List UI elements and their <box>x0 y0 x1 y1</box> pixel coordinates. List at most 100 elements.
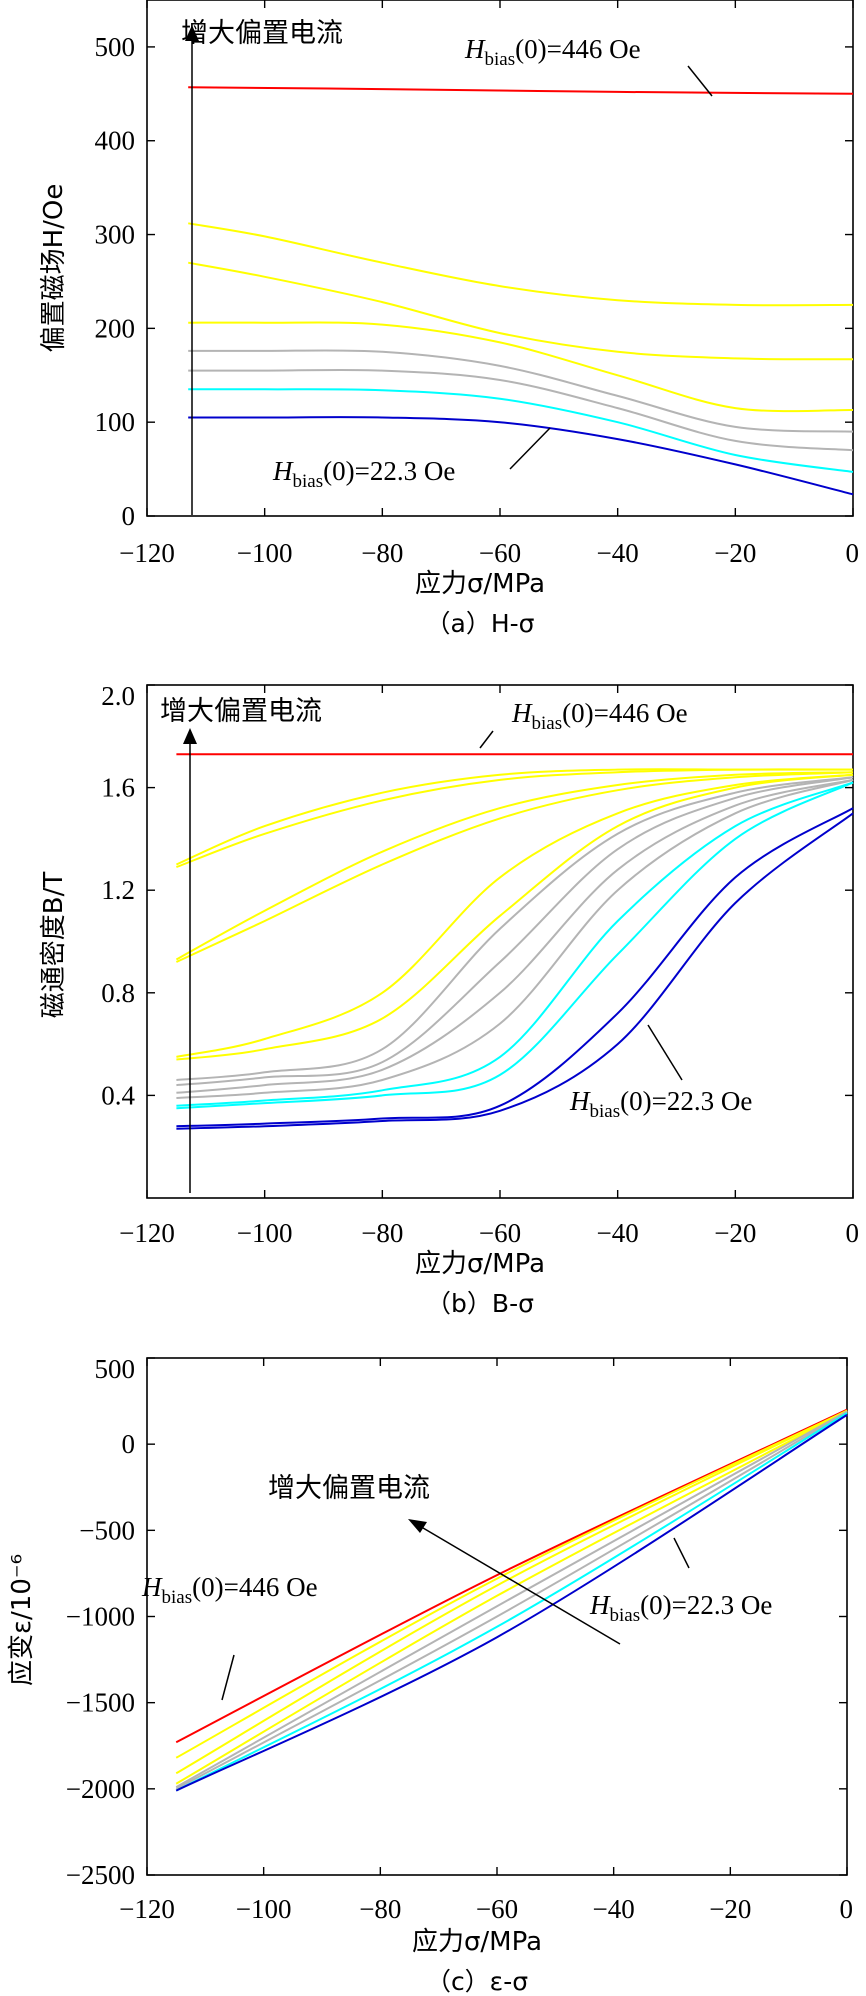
y-tick-label: 500 <box>95 32 136 62</box>
y-tick-label: −2500 <box>66 1860 135 1890</box>
y-tick-label: 2.0 <box>101 681 135 711</box>
label-high-leader <box>221 1654 235 1701</box>
x-tick-label: −120 <box>119 538 175 568</box>
label-low-leader <box>647 1024 683 1081</box>
label-low-bias: Hbias(0)=22.3 Oe <box>272 456 455 492</box>
plot-frame <box>146 0 854 517</box>
x-tick-label: −40 <box>593 1894 635 1924</box>
chart-panel-3: −120 −100 −80 −60 −40 −20 0 500 0 −500 −1000 −1500 −… <box>7 1354 853 1996</box>
x-tick-label: 0 <box>840 1894 854 1924</box>
label-low-bias: Hbias(0)=22.3 Oe <box>569 1086 752 1122</box>
y-axis-title: 磁通密度B/T <box>39 872 69 1019</box>
series-line-5 <box>175 771 854 963</box>
series-line-5 <box>175 1410 848 1788</box>
series-line-7 <box>175 1412 848 1792</box>
x-tick-label: −20 <box>714 1218 756 1248</box>
y-tick-label: 500 <box>95 1354 136 1384</box>
chart-panel-2: −120 −100 −80 −60 −40 −20 0 0.4 0.8 1.2 1.6 2.0 增大偏置… <box>39 681 859 1318</box>
series-line-6 <box>176 773 854 1058</box>
plot-frame <box>146 684 854 1199</box>
x-axis-title: 应力σ/MPa <box>412 1927 542 1957</box>
series-line-11 <box>176 778 854 1099</box>
y-tick-label: 0.4 <box>101 1080 135 1110</box>
label-high-leader <box>687 65 713 97</box>
series-line-3 <box>175 1409 848 1775</box>
label-low-bias: Hbias(0)=22.3 Oe <box>589 1590 772 1626</box>
y-tick-label: 1.6 <box>101 773 135 803</box>
x-tick-label: −60 <box>479 1218 521 1248</box>
label-high-bias: Hbias(0)=446 Oe <box>511 698 688 734</box>
x-tick-label: −40 <box>597 538 639 568</box>
y-axis-title: 应变ε/10⁻⁶ <box>7 1554 37 1686</box>
series-line-1 <box>175 1408 848 1744</box>
series-line-14 <box>176 807 854 1128</box>
series-line-12 <box>176 781 854 1107</box>
label-high-bias: Hbias(0)=446 Oe <box>464 34 641 70</box>
y-tick-label: 0 <box>122 1429 136 1459</box>
y-tick-label: 300 <box>95 220 136 250</box>
x-tick-label: −20 <box>714 538 756 568</box>
series-line-2 <box>188 222 854 307</box>
series-line-15 <box>176 812 854 1130</box>
x-tick-label: 0 <box>846 1218 860 1248</box>
series-line-5 <box>188 349 854 433</box>
chart-panel-1: −120 −100 −80 −60 −40 −20 0 0 100 200 300 400 500 增大偏… <box>39 0 859 638</box>
x-tick-label: −80 <box>361 1218 403 1248</box>
x-tick-label: −80 <box>361 538 403 568</box>
label-high-bias: Hbias(0)=446 Oe <box>141 1572 318 1608</box>
series-line-1 <box>188 86 854 95</box>
series-line-3 <box>176 768 854 869</box>
series-line-4 <box>175 771 854 961</box>
y-tick-label: 0.8 <box>101 978 135 1008</box>
x-tick-label: −120 <box>119 1894 175 1924</box>
series-line-13 <box>176 781 854 1110</box>
label-low-leader <box>509 427 551 470</box>
x-tick-label: −80 <box>359 1894 401 1924</box>
x-tick-label: −20 <box>709 1894 751 1924</box>
figure-caption: （c）ε-σ <box>426 1967 528 1996</box>
x-tick-label: −100 <box>237 1218 293 1248</box>
y-tick-label: −1000 <box>66 1602 135 1632</box>
x-tick-label: −100 <box>237 538 293 568</box>
y-tick-label: 0 <box>122 501 136 531</box>
x-axis-title: 应力σ/MPa <box>415 569 545 599</box>
series-line-8 <box>176 776 854 1081</box>
bias-arrowhead <box>183 728 197 744</box>
y-tick-label: −1500 <box>66 1688 135 1718</box>
x-axis-title: 应力σ/MPa <box>415 1249 545 1279</box>
figure-caption: （b）B-σ <box>426 1289 534 1318</box>
y-tick-label: 200 <box>95 313 136 343</box>
series-line-4 <box>175 1410 848 1785</box>
x-tick-label: −60 <box>479 538 521 568</box>
y-tick-label: −2000 <box>66 1774 135 1804</box>
series-line-7 <box>176 773 854 1061</box>
series-line-9 <box>176 776 854 1087</box>
x-tick-label: −40 <box>597 1218 639 1248</box>
y-tick-label: 400 <box>95 126 136 156</box>
series-line-8 <box>175 1414 848 1792</box>
series-line-7 <box>188 388 854 473</box>
bias-arrowhead <box>408 1519 427 1533</box>
bias-arrow-label: 增大偏置电流 <box>160 696 322 727</box>
bias-arrow-line <box>417 1524 621 1645</box>
figure-caption: （a）H-σ <box>426 609 535 638</box>
bias-arrow-label: 增大偏置电流 <box>268 1473 430 1504</box>
y-tick-label: 1.2 <box>101 875 135 905</box>
x-tick-label: 0 <box>846 538 860 568</box>
series-line-2 <box>175 1409 848 1759</box>
series-line-6 <box>188 368 854 452</box>
series-line-3 <box>188 261 854 361</box>
x-tick-label: −60 <box>476 1894 518 1924</box>
series-line-4 <box>188 321 854 413</box>
bias-arrow-label: 增大偏置电流 <box>181 18 343 49</box>
series-line-6 <box>175 1411 848 1790</box>
x-tick-label: −120 <box>119 1218 175 1248</box>
y-tick-label: −500 <box>79 1515 135 1545</box>
y-axis-title: 偏置磁场H/Oe <box>39 184 69 353</box>
series-line-8 <box>188 416 854 496</box>
x-tick-label: −100 <box>236 1894 292 1924</box>
label-low-leader <box>673 1537 690 1569</box>
y-tick-label: 100 <box>95 407 136 437</box>
series-line-10 <box>176 778 854 1094</box>
